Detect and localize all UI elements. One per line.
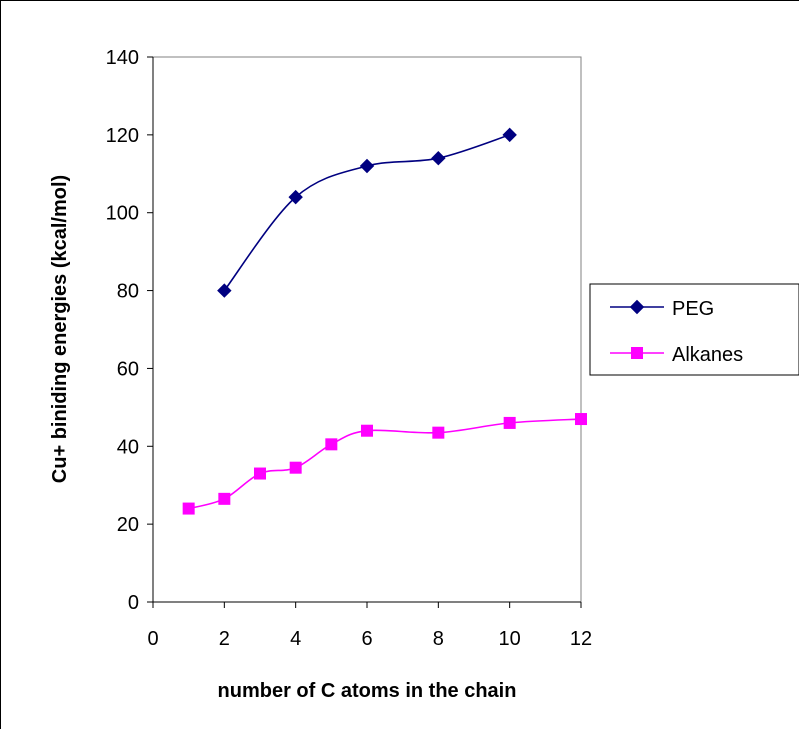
x-tick-label-8: 8 — [433, 628, 444, 650]
point-alkanes-6 — [361, 424, 373, 437]
series-alkanes — [182, 413, 587, 515]
x-axis-title: number of C atoms in the chain — [218, 680, 517, 702]
series-peg — [217, 127, 517, 298]
y-tick-label-140: 140 — [106, 47, 139, 69]
axes: 0 20 40 60 80 100 120 140 0 2 4 6 8 10 12 — [106, 47, 593, 650]
y-tick-label-40: 40 — [117, 436, 139, 458]
point-peg-10 — [502, 127, 517, 143]
x-tick-label-2: 2 — [219, 628, 230, 650]
series-layer — [182, 127, 587, 515]
x-tick-label-10: 10 — [499, 628, 521, 650]
point-alkanes-12 — [575, 413, 587, 426]
x-tick-label-12: 12 — [570, 628, 592, 650]
point-alkanes-1 — [182, 502, 195, 515]
point-alkanes-4 — [289, 461, 302, 474]
y-axis-title: Cu+ biniding energies (kcal/mol) — [49, 175, 71, 483]
point-peg-8 — [431, 151, 446, 166]
legend-label-peg: PEG — [672, 298, 714, 320]
point-peg-6 — [359, 158, 375, 174]
point-alkanes-2 — [218, 492, 231, 505]
y-tick-label-20: 20 — [117, 514, 139, 536]
legend-label-alkanes: Alkanes — [672, 344, 743, 366]
y-tick-label-100: 100 — [106, 203, 139, 225]
y-tick-label-60: 60 — [117, 358, 139, 380]
y-tick-label-80: 80 — [117, 281, 139, 303]
point-alkanes-3 — [254, 467, 266, 480]
point-alkanes-10 — [503, 416, 516, 429]
point-peg-4 — [288, 189, 303, 205]
y-tick-label-120: 120 — [106, 125, 139, 147]
x-tick-label-6: 6 — [361, 628, 372, 650]
legend-box — [589, 283, 799, 376]
point-peg-2 — [217, 283, 232, 298]
legend-marker-peg — [629, 299, 645, 315]
point-alkanes-8 — [432, 426, 445, 439]
y-tick-label-0: 0 — [128, 592, 139, 614]
x-tick-label-0: 0 — [147, 628, 158, 650]
point-alkanes-5 — [325, 438, 338, 451]
legend: PEG Alkanes — [589, 283, 799, 376]
legend-marker-alkanes — [631, 347, 643, 359]
plot-area — [152, 56, 582, 603]
x-tick-label-4: 4 — [290, 628, 301, 650]
